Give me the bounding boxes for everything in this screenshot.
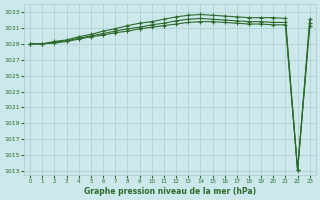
- X-axis label: Graphe pression niveau de la mer (hPa): Graphe pression niveau de la mer (hPa): [84, 187, 256, 196]
